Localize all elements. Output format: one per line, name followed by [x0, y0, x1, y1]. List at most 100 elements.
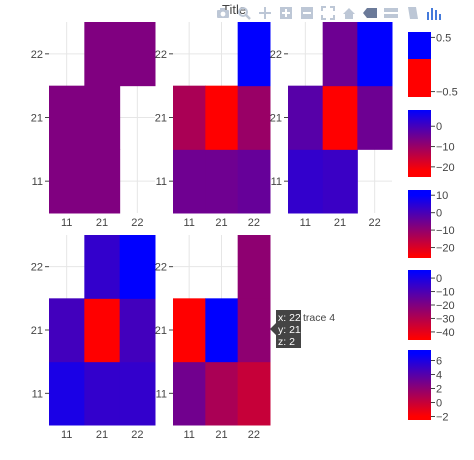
- colorbar-tick-label: 10: [436, 190, 448, 202]
- heatmap-cell: [237, 149, 271, 214]
- colorbar-tick-label: −20: [436, 243, 455, 255]
- heatmap-cell: [205, 298, 239, 363]
- x-tick-label: 11: [61, 429, 72, 441]
- colorbar-tick-label: 0: [436, 208, 442, 220]
- y-tick-label: 11: [156, 388, 167, 400]
- y-tick-label: 22: [270, 49, 282, 61]
- heatmap-cell: [173, 149, 206, 214]
- heatmap-cell: [205, 361, 239, 426]
- colorbar-tick-label: −10: [436, 142, 455, 154]
- tooltip-trace-label: trace 4: [303, 312, 335, 324]
- x-tick-label: 11: [183, 217, 194, 229]
- y-tick-label: 11: [156, 176, 167, 188]
- y-tick-label: 11: [32, 176, 43, 188]
- heatmap-cell: [84, 361, 121, 426]
- heatmap-panel-2: 11 21 22 11 21 22: [155, 22, 271, 229]
- colorbar-tick-label: −10: [436, 287, 455, 299]
- heatmap-cell: [49, 361, 85, 426]
- heatmap-cell: [49, 85, 85, 150]
- home-icon[interactable]: [339, 4, 358, 22]
- colorbar-tick-label: −40: [436, 327, 455, 339]
- colorbar-tick-label: 2: [436, 384, 442, 396]
- y-tick-label: 22: [31, 262, 43, 274]
- heatmap-cell: [205, 149, 239, 214]
- pan-icon[interactable]: [255, 4, 274, 22]
- heatmap-cell: [288, 85, 324, 150]
- heatmap-cell: [84, 235, 121, 299]
- heatmap-cell: [119, 361, 156, 426]
- heatmap-cell: [322, 85, 358, 150]
- y-tick-label: 22: [155, 49, 167, 61]
- x-tick-label: 22: [131, 429, 143, 441]
- colorbar-gradient: [408, 270, 431, 340]
- heatmap-cell: [288, 149, 324, 214]
- y-tick-label: 21: [270, 113, 282, 125]
- heatmap-cell: [84, 85, 121, 150]
- tooltip-y-text: y: 21: [278, 324, 301, 336]
- colorbar-tick-label: 4: [436, 370, 442, 382]
- heatmap-panel-5: 11 21 22 11 21 22: [155, 235, 271, 441]
- y-tick-label: 21: [155, 325, 167, 337]
- zoom-out-icon[interactable]: [297, 4, 316, 22]
- x-tick-label: 22: [248, 217, 260, 229]
- colorbar-tick-label: −0.5: [436, 87, 458, 99]
- colorbar-tick-label: −2: [436, 412, 449, 424]
- heatmap-panel-1: 11 21 22 11 21 22: [31, 22, 156, 229]
- colorbar-1: 0.5 −0.5: [408, 32, 458, 99]
- colorbar-tick-label: 0: [436, 273, 442, 285]
- colorbar-gradient: [408, 32, 431, 97]
- heatmap-cell: [173, 298, 206, 363]
- zoom-in-icon[interactable]: [276, 4, 295, 22]
- y-tick-label: 11: [32, 388, 43, 400]
- heatmap-cell: [119, 22, 156, 87]
- x-tick-label: 11: [183, 429, 194, 441]
- x-tick-label: 21: [96, 217, 108, 229]
- y-tick-label: 21: [31, 113, 43, 125]
- spike-lines-icon[interactable]: [360, 4, 379, 22]
- hover-compare-icon[interactable]: [402, 4, 421, 22]
- heatmap-cell: [173, 85, 206, 150]
- tooltip-box: [270, 310, 301, 348]
- x-tick-label: 21: [215, 429, 227, 441]
- heatmap-panel-3: 11 21 22 11 21 22: [270, 22, 393, 229]
- heatmap-cell: [173, 361, 206, 426]
- heatmap-cell: [205, 85, 239, 150]
- heatmap-cell: [322, 149, 358, 214]
- autoscale-icon[interactable]: [318, 4, 337, 22]
- heatmap-cell: [119, 235, 156, 299]
- heatmap-panel-4: 11 21 22 11 21 22: [31, 235, 156, 441]
- heatmap-cell: [237, 298, 271, 363]
- colorbar-3: 10 0 −10 −20: [408, 190, 455, 258]
- colorbar-4: 0 −10−20−30 −40: [408, 270, 455, 340]
- colorbar-tick-label: −30: [436, 313, 455, 325]
- heatmap-cell: [84, 298, 121, 363]
- heatmap-cell: [84, 149, 121, 214]
- heatmap-cell: [49, 298, 85, 363]
- x-tick-label: 22: [131, 217, 143, 229]
- colorbar-2: 0 −10 −20: [408, 110, 455, 177]
- x-tick-label: 11: [61, 217, 72, 229]
- camera-icon[interactable]: [213, 4, 232, 22]
- zoom-icon[interactable]: [234, 4, 253, 22]
- y-tick-label: 22: [155, 262, 167, 274]
- tooltip-x-text: x: 22: [278, 312, 301, 324]
- heatmap-cell: [357, 22, 393, 87]
- x-tick-label: 21: [215, 217, 227, 229]
- heatmap-cell: [119, 298, 156, 363]
- hover-tooltip: x: 22y: 21z: 2 trace 4: [270, 310, 335, 348]
- heatmap-cell: [237, 235, 271, 299]
- colorbar-tick-label: −10: [436, 225, 455, 237]
- y-tick-label: 22: [31, 49, 43, 61]
- x-tick-label: 22: [248, 429, 260, 441]
- heatmap-cell: [237, 22, 271, 87]
- colorbar-5: 6 4 2 0 −2: [408, 350, 449, 424]
- colorbar-gradient: [408, 190, 431, 258]
- modebar: [213, 4, 442, 24]
- colorbar-gradient: [408, 350, 431, 420]
- colorbar-tick-label: 0.5: [436, 32, 451, 44]
- x-tick-label: 22: [369, 217, 381, 229]
- heatmap-cell: [237, 361, 271, 426]
- plotly-logo-icon[interactable]: [423, 4, 442, 22]
- hover-closest-icon[interactable]: [381, 4, 400, 22]
